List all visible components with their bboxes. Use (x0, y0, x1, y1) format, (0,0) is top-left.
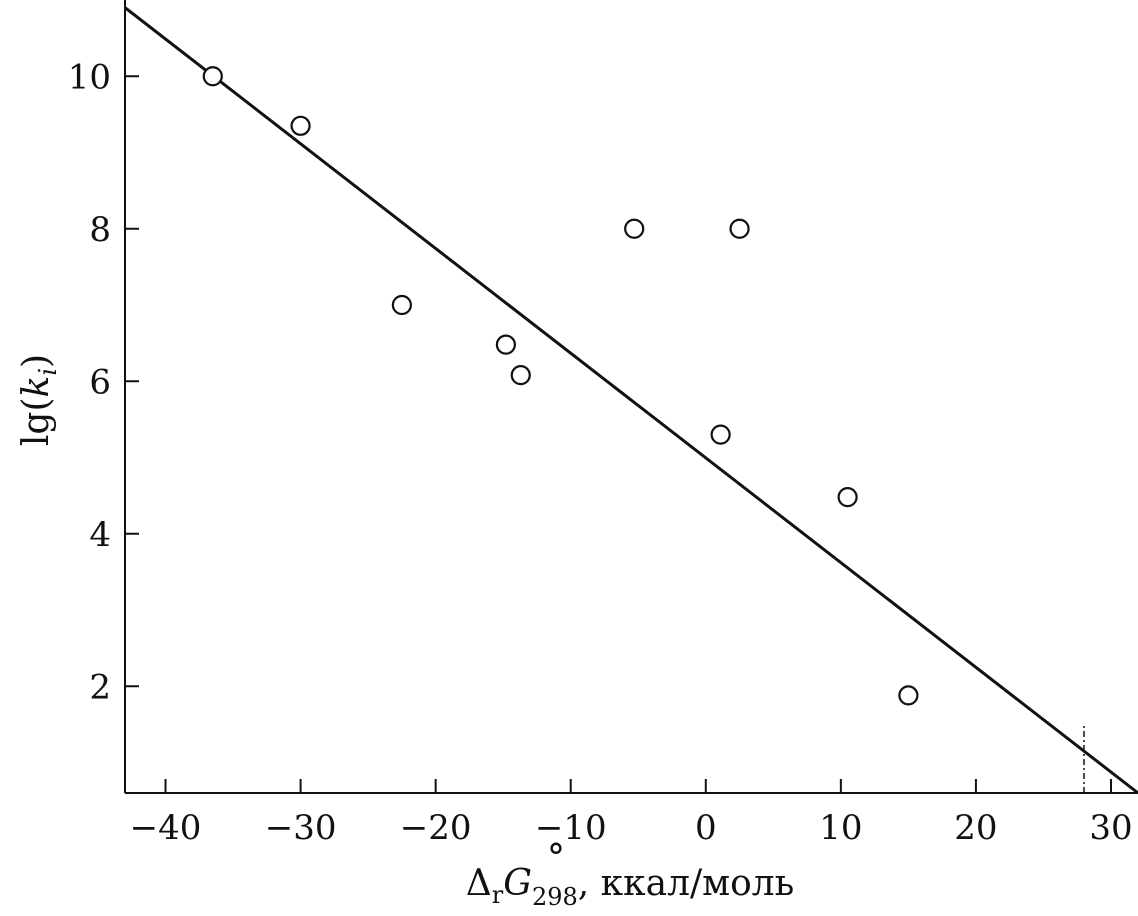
x-tick-label: 10 (819, 808, 862, 848)
y-tick-label: 4 (89, 515, 111, 555)
data-point (391, 294, 412, 316)
y-ticks: 2 4 6 8 10 (68, 57, 139, 707)
y-tick-label: 6 (89, 362, 111, 402)
x-axis-title-r: r (492, 881, 504, 909)
y-tick-label: 8 (89, 210, 111, 250)
x-ticks: −40 −30 −20 −10 0 10 20 30 (130, 779, 1133, 848)
y-axis-title-k: k (16, 376, 57, 398)
data-point (510, 365, 531, 386)
data-point (202, 66, 223, 87)
data-point (624, 218, 645, 239)
x-tick-label: −30 (265, 808, 337, 848)
y-axis-title: lg(ki) (16, 354, 62, 446)
data-points (202, 66, 919, 706)
x-tick-label: −40 (130, 808, 202, 848)
x-axis-title-delta: Δ (466, 863, 492, 904)
fit-line-group (124, 6, 1138, 795)
x-tick-label: 20 (954, 808, 997, 848)
x-axis-title-units: , ккал/моль (578, 863, 795, 904)
data-point (837, 487, 858, 508)
data-point (290, 115, 311, 136)
x-axis-title-298: 298 (532, 883, 578, 911)
data-point (710, 424, 731, 445)
y-axis-title-subscript: i (34, 368, 62, 376)
y-axis-title-suffix: ) (16, 354, 57, 368)
y-axis-title-prefix: lg( (16, 397, 57, 446)
x-axis-title-degree: ° (547, 838, 565, 879)
x-tick-label: −20 (400, 808, 472, 848)
y-tick-label: 10 (68, 57, 111, 97)
regression-line (124, 6, 1138, 795)
data-point (729, 218, 750, 239)
axes (124, 0, 1138, 794)
y-tick-label: 2 (89, 667, 111, 707)
data-point (495, 334, 516, 355)
x-tick-label: 30 (1089, 808, 1132, 848)
x-axis-title-g: G (503, 863, 532, 904)
data-point (898, 685, 919, 706)
x-axis-title: ΔrG298, ккал/моль (466, 863, 795, 911)
x-tick-label: 0 (695, 808, 717, 848)
x-tick-label: −10 (535, 808, 607, 848)
